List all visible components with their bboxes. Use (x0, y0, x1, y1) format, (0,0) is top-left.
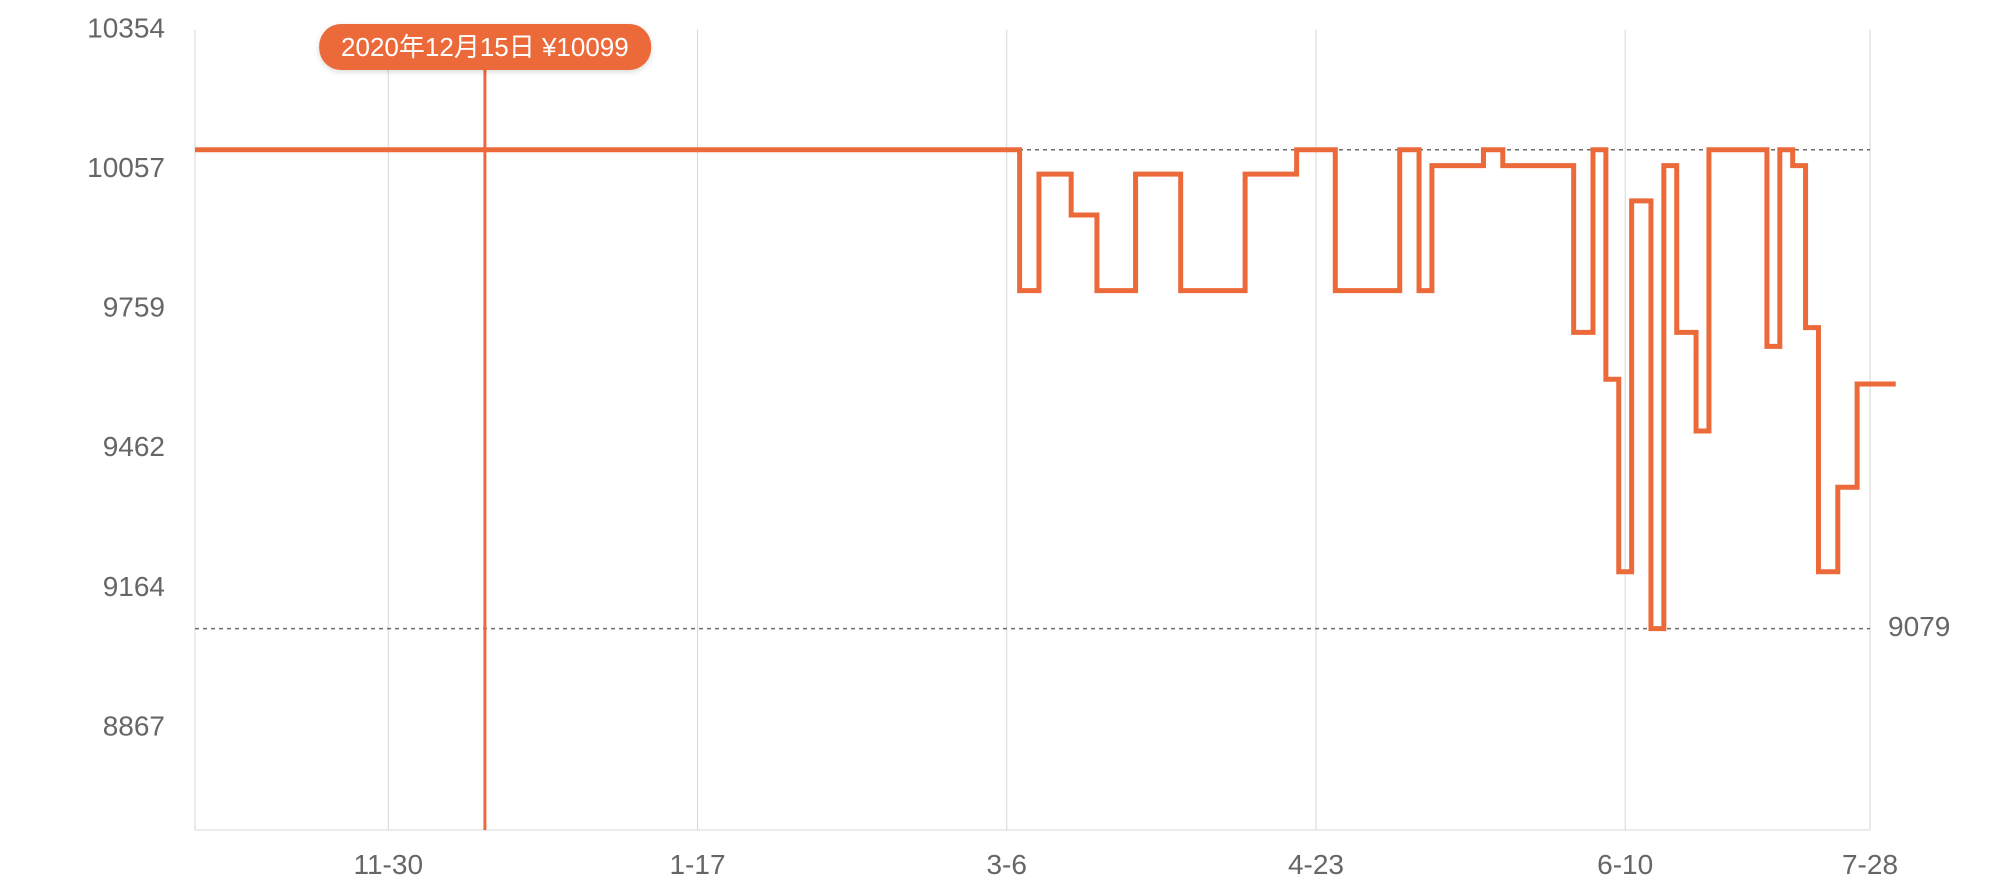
svg-text:7-28: 7-28 (1842, 849, 1898, 880)
svg-text:4-23: 4-23 (1288, 849, 1344, 880)
svg-text:8867: 8867 (103, 711, 165, 742)
svg-text:10057: 10057 (87, 152, 165, 183)
svg-text:9164: 9164 (103, 571, 165, 602)
svg-text:9079: 9079 (1888, 611, 1950, 642)
svg-text:9462: 9462 (103, 431, 165, 462)
cursor-tooltip: 2020年12月15日 ¥10099 (319, 24, 651, 70)
svg-text:9759: 9759 (103, 292, 165, 323)
svg-text:1-17: 1-17 (669, 849, 725, 880)
tooltip-text: 2020年12月15日 ¥10099 (341, 32, 629, 62)
svg-text:6-10: 6-10 (1597, 849, 1653, 880)
svg-text:10354: 10354 (87, 12, 165, 43)
price-history-chart: 9079 10354 10057 9759 9462 9164 8867 11-30 1-17 3… (0, 0, 2000, 892)
chart-svg: 9079 10354 10057 9759 9462 9164 8867 11-30 1-17 3… (0, 0, 2000, 892)
svg-text:11-30: 11-30 (353, 849, 423, 880)
svg-text:3-6: 3-6 (986, 849, 1026, 880)
